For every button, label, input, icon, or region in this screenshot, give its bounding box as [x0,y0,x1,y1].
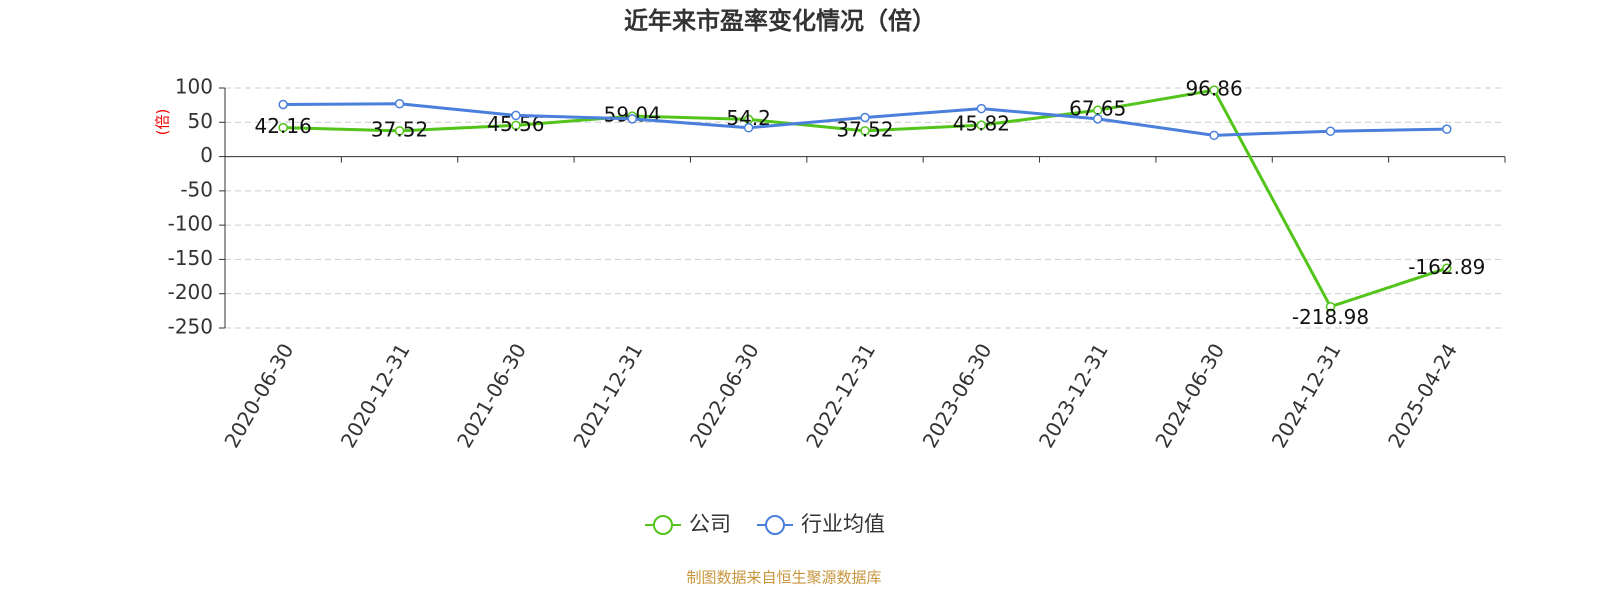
data-point [278,99,288,110]
data-point [1442,124,1452,134]
y-tick-label: 0 [200,143,213,167]
data-point [743,123,754,133]
legend-item: 公司 [645,512,731,536]
legend-marker [765,515,785,535]
data-point [394,126,405,136]
data-point [1325,126,1336,136]
data-point [511,110,521,121]
y-tick-label: -250 [168,315,213,339]
data-point [627,114,638,124]
x-tick-label: 2020-12-31 [336,339,415,452]
data-point [511,120,521,131]
y-axis-label: (倍) [154,109,172,136]
source-note: 制图数据来自恒生聚源数据库 [686,569,881,587]
data-point [278,122,288,133]
data-point [1209,85,1219,95]
legend-marker [653,515,673,535]
data-point [1325,301,1336,312]
x-tick-label: 2024-12-31 [1267,339,1346,452]
legend-item: 行业均值 [757,512,885,536]
y-tick-label: -200 [168,280,213,304]
data-label: 37.52 [371,117,428,141]
data-point [1442,263,1452,274]
data-point [1209,130,1219,141]
x-tick-label: 2025-04-24 [1383,339,1462,452]
legend-label: 公司 [689,512,731,536]
legend-label: 行业均值 [801,512,885,536]
data-label: -162.89 [1408,255,1485,279]
x-tick-label: 2023-12-31 [1034,339,1113,452]
data-label: 45.82 [953,112,1010,136]
data-label: 96.86 [1185,77,1242,101]
data-point [860,126,870,136]
y-tick-label: -50 [180,177,213,201]
data-point [860,112,870,123]
x-tick-label: 2021-06-30 [452,339,531,452]
data-label: 42.16 [255,114,312,138]
y-tick-label: -100 [168,212,213,236]
x-tick-label: 2023-06-30 [918,339,997,452]
y-tick-label: 50 [188,109,213,133]
data-point [1092,114,1103,124]
data-point [976,120,987,130]
data-label: -218.98 [1292,305,1369,329]
x-tick-label: 2021-12-31 [568,339,647,452]
x-tick-label: 2020-06-30 [219,339,298,452]
data-point [976,103,987,114]
y-tick-label: 100 [175,75,213,99]
y-tick-label: -150 [168,246,213,270]
chart-title: 近年来市盈率变化情况（倍） [624,7,936,35]
x-tick-label: 2022-06-30 [685,339,764,452]
x-tick-label: 2022-12-31 [801,339,880,452]
x-tick-label: 2024-06-30 [1150,339,1229,452]
data-point [394,99,405,109]
